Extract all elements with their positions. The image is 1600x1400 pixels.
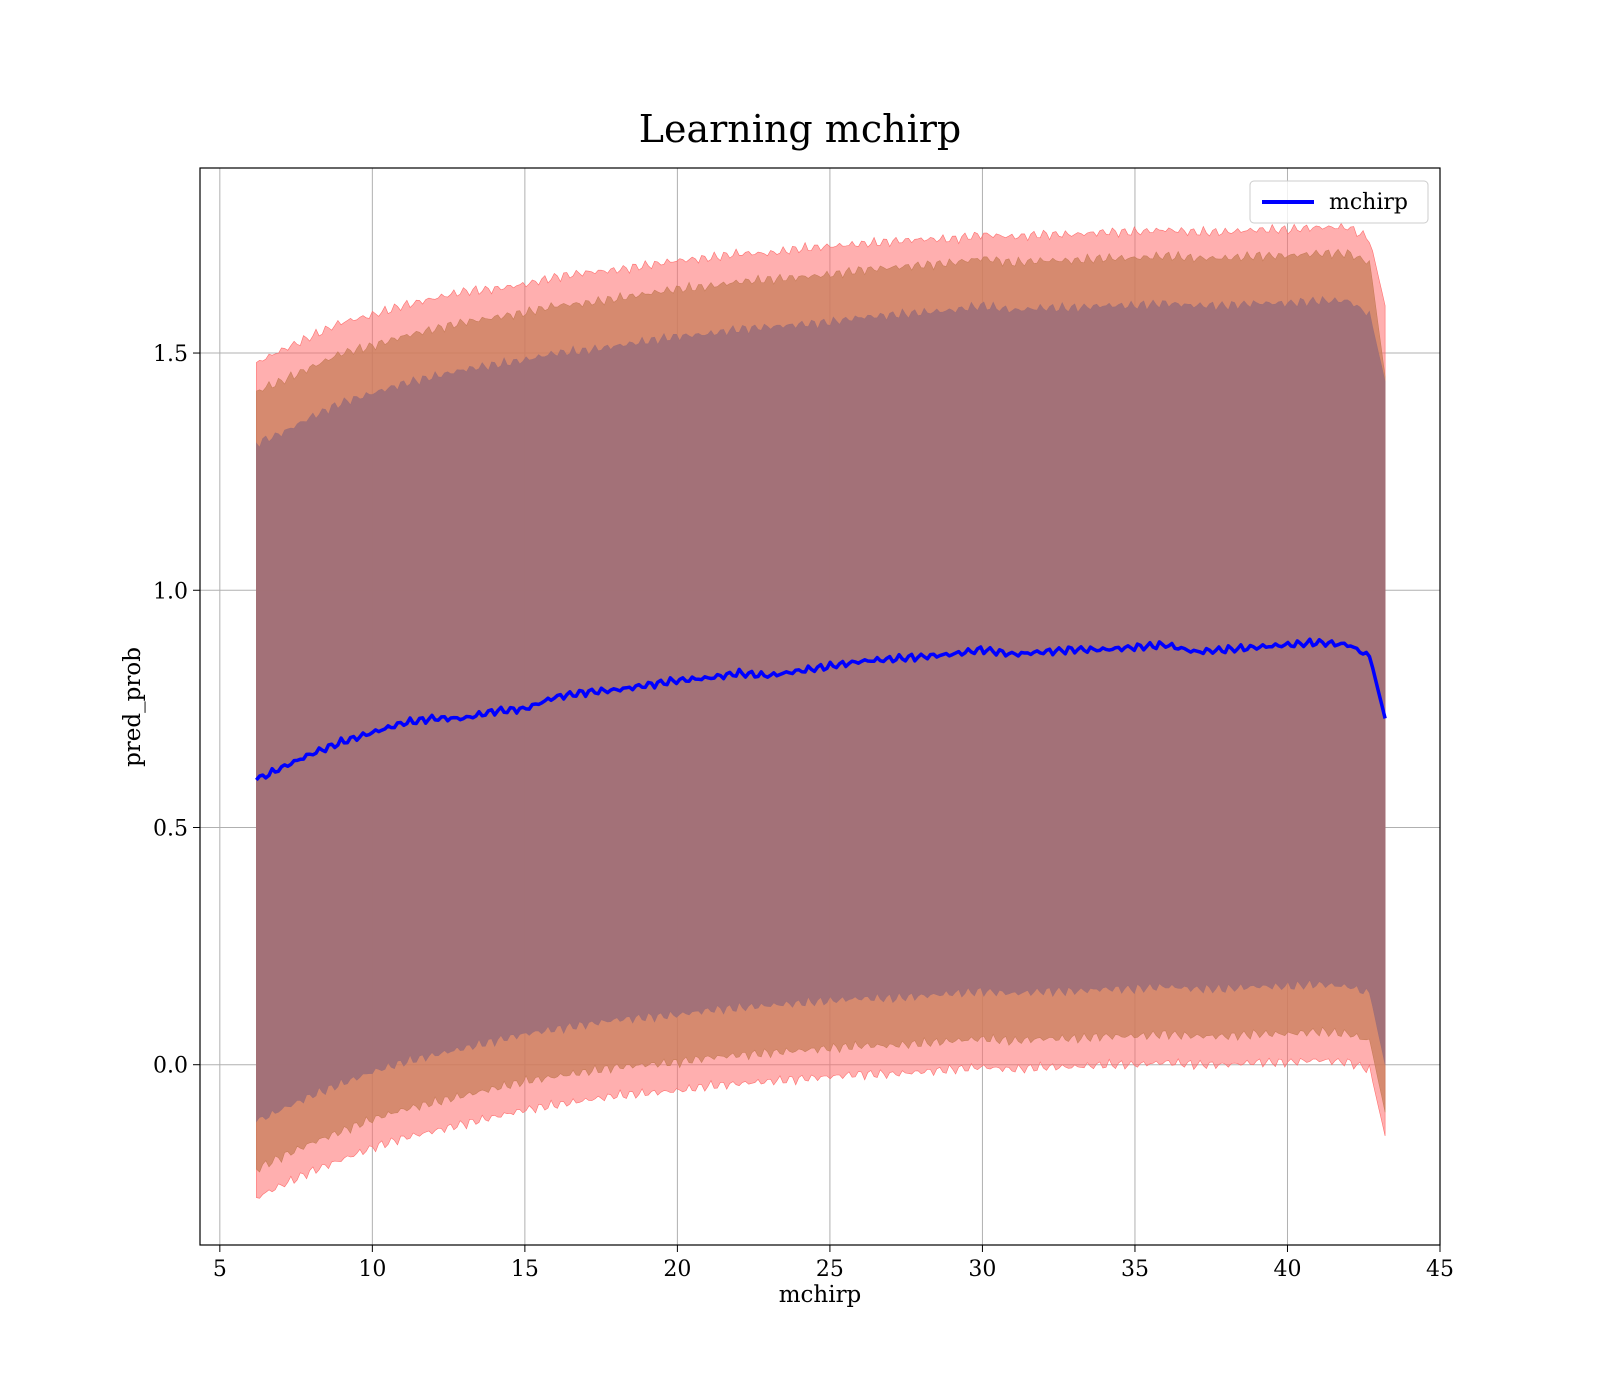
- confidence-bands: [256, 222, 1386, 1199]
- y-tick-label-0: 0.0: [153, 1054, 188, 1079]
- x-tick-label-8: 45: [1426, 1257, 1454, 1282]
- x-tick-label-5: 30: [968, 1257, 996, 1282]
- x-tick-label-6: 35: [1121, 1257, 1149, 1282]
- x-tick-label-3: 20: [663, 1257, 691, 1282]
- x-tick-label-0: 5: [213, 1257, 227, 1282]
- series-lines: [255, 637, 1387, 782]
- x-tick-label-7: 40: [1273, 1257, 1301, 1282]
- band-2: [256, 296, 1386, 1123]
- y-tick-label-1: 0.5: [153, 816, 188, 841]
- y-tick-label-3: 1.5: [153, 342, 188, 367]
- plot-frame: [199, 167, 1441, 1246]
- x-axis-ticks: 5 10 15 20 25 30 35 40 45: [213, 1245, 1454, 1282]
- chart-title: Learning mchirp: [639, 107, 961, 151]
- x-tick-label-1: 10: [358, 1257, 386, 1282]
- y-axis-label: pred_prob: [120, 647, 146, 767]
- x-axis-label: mchirp: [779, 1282, 862, 1308]
- legend: mchirp: [1249, 180, 1429, 224]
- x-tick-label-4: 25: [816, 1257, 844, 1282]
- series-line-0: [255, 637, 1387, 782]
- legend-label-mchirp: mchirp: [1329, 190, 1408, 215]
- x-tick-label-2: 15: [511, 1257, 539, 1282]
- y-axis-ticks: 0.0 0.5 1.0 1.5: [153, 342, 200, 1079]
- legend-box: [1249, 180, 1429, 224]
- y-tick-label-2: 1.0: [153, 579, 188, 604]
